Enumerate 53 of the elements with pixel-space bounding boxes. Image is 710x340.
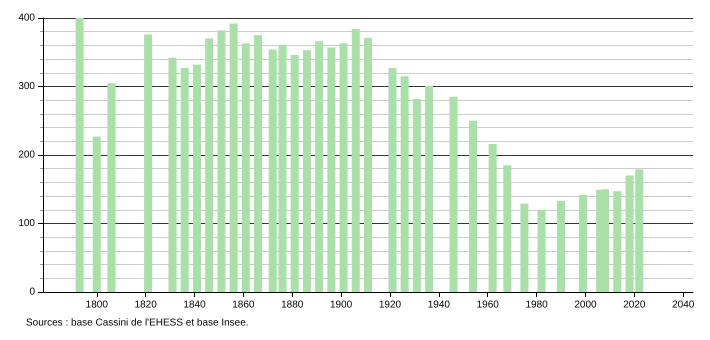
x-tick-label: 2020 — [623, 300, 646, 310]
x-tick-label: 1840 — [183, 300, 206, 310]
bar — [92, 136, 101, 292]
bar — [352, 28, 360, 292]
bar — [425, 86, 434, 292]
y-tick-label: 300 — [18, 81, 36, 92]
x-tick-label: 1940 — [428, 300, 450, 310]
bar — [278, 44, 286, 292]
bar — [168, 58, 177, 292]
x-tick-label: 1900 — [330, 300, 353, 310]
x-tick-label: 1800 — [86, 300, 108, 310]
bar — [388, 68, 396, 292]
x-tick-label: 1920 — [378, 300, 402, 310]
bar — [364, 38, 372, 292]
x-tick-label: 1860 — [232, 300, 255, 310]
bar — [76, 18, 84, 292]
bar — [192, 64, 201, 292]
bar — [520, 204, 528, 292]
bar — [315, 41, 324, 292]
bar — [254, 35, 262, 292]
bar — [205, 38, 214, 292]
bar — [268, 50, 277, 292]
bar — [537, 210, 546, 292]
bar — [230, 23, 238, 292]
y-tick-label: 200 — [18, 150, 36, 160]
bar — [340, 43, 348, 292]
x-tick-label: 2040 — [672, 300, 695, 310]
bar — [488, 144, 497, 292]
bar — [242, 43, 250, 292]
bar — [180, 68, 189, 292]
bar — [579, 194, 588, 292]
x-tick-label: 1960 — [476, 300, 500, 310]
bar — [400, 76, 409, 292]
x-tick-label: 1880 — [281, 300, 304, 310]
bar — [290, 54, 299, 292]
bar — [107, 83, 116, 292]
bar — [144, 34, 152, 292]
bar — [613, 191, 622, 292]
x-tick-label: 1820 — [134, 300, 158, 310]
source-note: Sources : base Cassini de l'EHESS et base Insee. — [26, 318, 249, 328]
y-tick-label: 100 — [18, 218, 36, 229]
bar — [302, 50, 311, 292]
y-tick-label: 400 — [18, 12, 36, 24]
bar — [327, 47, 336, 292]
bar — [557, 200, 566, 292]
y-tick-label: 0 — [29, 286, 36, 298]
bar — [450, 96, 458, 292]
bar — [503, 165, 512, 292]
x-tick-label: 2000 — [574, 300, 598, 310]
bar — [469, 120, 478, 292]
bar — [217, 30, 226, 292]
x-tick-label: 1980 — [525, 300, 548, 310]
bar — [412, 98, 421, 292]
